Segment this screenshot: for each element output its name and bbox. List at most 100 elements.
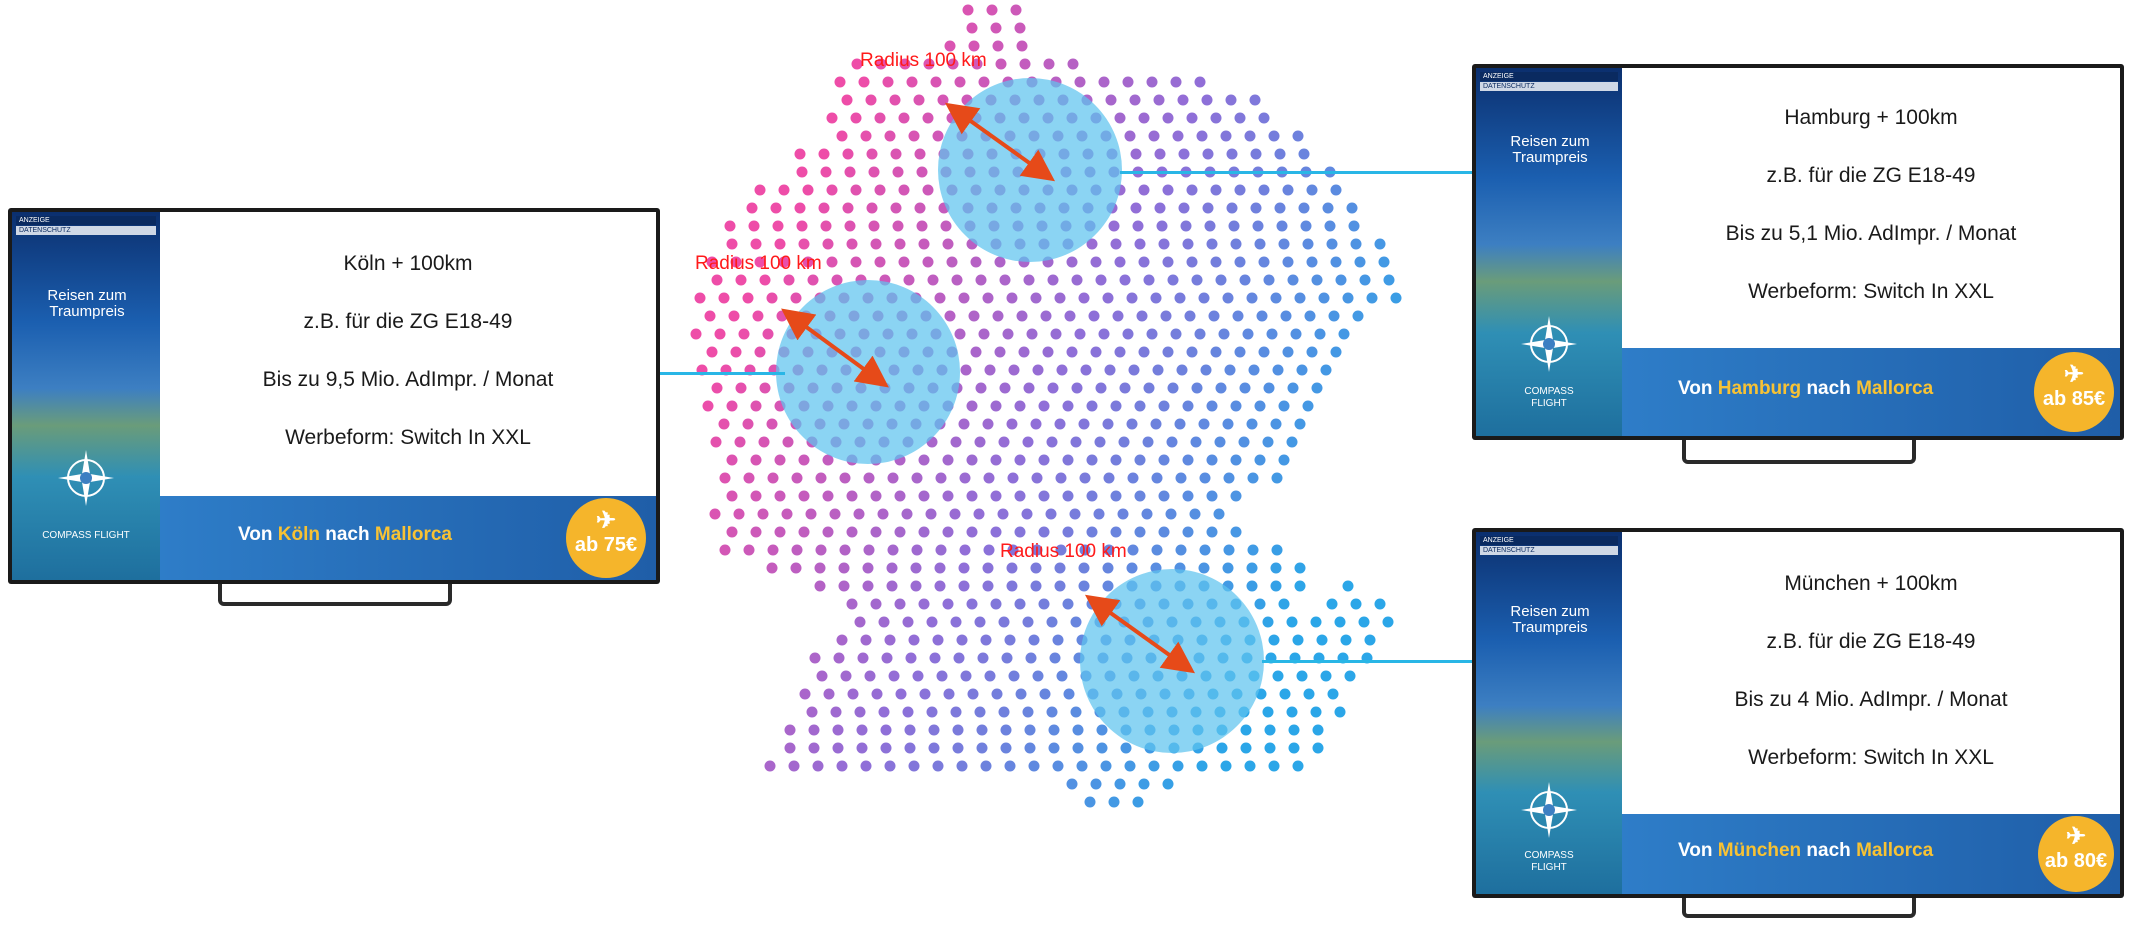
map-dot (798, 490, 810, 502)
map-dot (1186, 112, 1198, 124)
map-dot (743, 544, 755, 556)
map-dot (1354, 256, 1366, 268)
ad-brand: COMPASS FLIGHT (42, 530, 130, 541)
map-dot (1170, 328, 1182, 340)
map-dot (1191, 382, 1203, 394)
map-dot (1215, 274, 1227, 286)
map-dot (1126, 418, 1138, 430)
map-dot (894, 598, 906, 610)
map-dot (1028, 634, 1040, 646)
map-dot (1000, 724, 1012, 736)
map-dot (886, 562, 898, 574)
map-dot (806, 706, 818, 718)
map-dot (1272, 670, 1284, 682)
map-dot (1138, 778, 1150, 790)
map-dot (1220, 130, 1232, 142)
map-dot (1132, 220, 1144, 232)
map-dot (1022, 616, 1034, 628)
info-location: Hamburg + 100km (1784, 106, 1958, 129)
map-dot (853, 508, 865, 520)
map-dot (1095, 274, 1107, 286)
price-text: ab 80€ (2044, 850, 2108, 872)
map-dot (1234, 112, 1246, 124)
map-dot (894, 490, 906, 502)
map-dot (1206, 526, 1218, 538)
map-dot (1078, 292, 1090, 304)
map-dot (895, 688, 907, 700)
map-dot (865, 94, 877, 106)
map-dot (978, 76, 990, 88)
map-dot (772, 220, 784, 232)
map-dot (1096, 724, 1108, 736)
map-dot (994, 346, 1006, 358)
map-dot (1282, 184, 1294, 196)
map-dot (1038, 454, 1050, 466)
ad-route: Von Hamburg nach Mallorca (1678, 378, 1934, 399)
map-dot (1330, 256, 1342, 268)
ad-bottom-bar: Von München nach Mallorca ✈ ab 80€ (1622, 814, 2120, 894)
map-dot (1224, 364, 1236, 376)
map-dot (1274, 202, 1286, 214)
map-dot (1316, 634, 1328, 646)
map-dot (860, 634, 872, 646)
map-dot (902, 706, 914, 718)
map-dot (752, 310, 764, 322)
map-dot (868, 166, 880, 178)
map-dot (976, 724, 988, 736)
map-dot (894, 526, 906, 538)
map-dot (1327, 688, 1339, 700)
map-dot (836, 634, 848, 646)
map-dot (766, 292, 778, 304)
map-dot (880, 724, 892, 736)
map-dot (946, 256, 958, 268)
map-dot (844, 166, 856, 178)
map-dot (1292, 634, 1304, 646)
map-dot (1062, 400, 1074, 412)
map-dot (1288, 742, 1300, 754)
map-dot (826, 112, 838, 124)
map-dot (1248, 364, 1260, 376)
map-dot (982, 580, 994, 592)
map-dot (1072, 742, 1084, 754)
map-dot (778, 184, 790, 196)
map-dot (1046, 616, 1058, 628)
map-dot (818, 148, 830, 160)
map-dot (1182, 238, 1194, 250)
map-dot (1086, 526, 1098, 538)
map-dot (1070, 706, 1082, 718)
map-dot (1127, 472, 1139, 484)
map-dot (1292, 130, 1304, 142)
ad-slogan: Reisen zum Traumpreis (1510, 133, 1590, 166)
map-dot (1186, 346, 1198, 358)
map-dot (974, 436, 986, 448)
map-dot (735, 274, 747, 286)
map-dot (887, 544, 899, 556)
map-dot (690, 328, 702, 340)
map-dot (1374, 238, 1386, 250)
map-dot (870, 490, 882, 502)
map-dot (1084, 796, 1096, 808)
map-dot (1258, 184, 1270, 196)
map-dot (1086, 454, 1098, 466)
map-dot (1258, 346, 1270, 358)
map-dot (1129, 94, 1141, 106)
map-dot (954, 328, 966, 340)
info-impressions: Bis zu 4 Mio. AdImpr. / Monat (1734, 688, 2008, 711)
map-dot (877, 508, 889, 520)
map-dot (1066, 346, 1078, 358)
map-dot (934, 580, 946, 592)
info-target-group: z.B. für die ZG E18-49 (1766, 630, 1976, 653)
map-dot (711, 382, 723, 394)
map-dot (1182, 526, 1194, 538)
map-dot (1311, 382, 1323, 394)
map-dot (1200, 364, 1212, 376)
map-dot (798, 238, 810, 250)
map-dot (1244, 130, 1256, 142)
ad-bottom-bar: Von Köln nach Mallorca ✈ ab 75€ (160, 496, 656, 580)
map-dot (846, 238, 858, 250)
price-text: ab 85€ (2042, 388, 2106, 410)
map-dot (850, 256, 862, 268)
map-dot (950, 706, 962, 718)
map-dot (719, 472, 731, 484)
tv-screen: ANZEIGE DATENSCHUTZ Reisen zum Traumprei… (1476, 532, 2120, 894)
